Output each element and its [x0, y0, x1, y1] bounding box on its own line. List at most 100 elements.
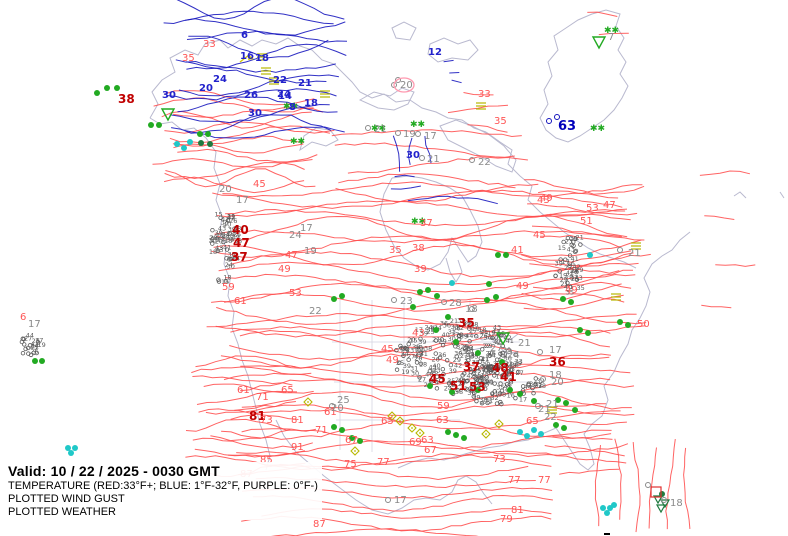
station-circle	[441, 371, 446, 377]
rain-dot-icon	[577, 327, 583, 333]
station-number: 43	[508, 362, 516, 370]
contour-label: 49	[386, 355, 399, 366]
station-circle	[484, 375, 489, 380]
station-circle	[28, 352, 34, 358]
isotherm-line	[196, 390, 298, 405]
isotherm-line	[334, 142, 515, 158]
station-number: 26	[488, 349, 496, 357]
station-circle	[553, 273, 558, 278]
isotherm-line	[194, 448, 305, 458]
station-number: 15	[214, 211, 222, 219]
contour-label: 51	[580, 216, 593, 227]
station-number: 26	[229, 217, 237, 225]
dark-rain-dot-icon	[198, 140, 204, 146]
station-circle-icon	[395, 130, 401, 136]
isotherm-line	[240, 364, 631, 377]
isotherm-line	[424, 136, 432, 164]
rain-dot-icon	[503, 252, 509, 258]
station-number: 38	[479, 396, 487, 404]
rain-dot-icon	[445, 429, 451, 435]
isotherm-line	[186, 30, 348, 43]
station-circle	[428, 378, 434, 383]
isotherm-line	[390, 185, 421, 190]
isotherm-line	[556, 418, 627, 426]
tick-mark	[604, 533, 610, 535]
station-circle	[475, 365, 480, 371]
station-circle	[533, 382, 538, 387]
station-number: 20	[209, 237, 217, 245]
station-circle	[530, 385, 535, 391]
station-circle	[492, 389, 497, 394]
station-circle	[444, 358, 450, 363]
isotherm-line	[347, 156, 528, 174]
rain-dot-icon	[357, 438, 363, 444]
station-number: 31	[232, 229, 240, 237]
contour-label: 18	[304, 98, 318, 109]
station-number: 18	[478, 326, 486, 334]
shower-dot-icon	[538, 431, 544, 437]
station-number: 29	[575, 266, 583, 274]
station-number: 20	[407, 336, 415, 344]
contour-label: 7	[608, 32, 614, 43]
contour-label: 35	[389, 245, 402, 256]
isotherm-line	[594, 445, 601, 527]
station-circle	[455, 388, 460, 393]
station-number: 36	[463, 319, 471, 327]
contour-label: 17	[300, 223, 313, 234]
station-circle	[533, 376, 538, 381]
station-circle	[506, 372, 511, 377]
snow-asterisk-icon: ✱✱	[590, 124, 605, 134]
isotherm-line	[523, 294, 624, 311]
station-circle	[520, 384, 526, 389]
station-circle	[459, 332, 464, 337]
station-number: 42	[573, 263, 581, 271]
station-number: 40	[228, 255, 236, 263]
station-circle	[495, 370, 500, 375]
station-number: 26	[30, 348, 38, 356]
isotherm-line	[632, 442, 641, 533]
rain-dot-icon	[331, 296, 337, 302]
isotherm-line	[225, 208, 626, 227]
isotherm-contours	[152, 0, 756, 536]
station-circle	[516, 369, 521, 375]
station-number: 24	[217, 233, 225, 241]
contour-label: 18	[255, 53, 269, 64]
contour-label: 43	[412, 328, 425, 339]
station-number: 39	[449, 367, 457, 375]
station-circle	[433, 351, 438, 356]
station-circle	[499, 388, 505, 393]
contour-label: 45	[533, 230, 546, 241]
isotherm-line	[443, 59, 454, 63]
station-circle	[561, 239, 566, 245]
station-number: 25	[458, 347, 466, 355]
isotherm-line	[198, 408, 299, 420]
station-number: 16	[506, 370, 514, 378]
contour-label: 87	[313, 519, 326, 530]
station-number: 38	[470, 321, 478, 329]
station-number: 35	[494, 338, 502, 346]
station-circle	[224, 247, 230, 252]
isotherm-line	[164, 162, 305, 180]
small-shower-triangle-icon	[659, 499, 671, 509]
station-number: 16	[507, 392, 515, 400]
contour-label: 18	[465, 304, 478, 315]
station-circle	[434, 374, 440, 379]
isotherm-line	[211, 235, 642, 258]
station-number: 32	[490, 394, 498, 402]
contour-label: 24	[213, 74, 227, 85]
station-number: 16	[500, 373, 508, 381]
isotherm-line	[216, 297, 647, 325]
contour-label: 71	[256, 392, 269, 403]
contour-label: 65	[526, 416, 539, 427]
station-number: 29	[514, 359, 522, 367]
contour-label: 47	[285, 250, 298, 261]
station-number: 21	[477, 368, 485, 376]
isotherm-line	[220, 353, 611, 369]
contour-label: 73	[260, 415, 273, 426]
isotherm-line	[531, 225, 623, 238]
contour-label: 45	[429, 372, 446, 386]
rain-dot-icon	[585, 330, 591, 336]
contour-label: 33	[203, 39, 216, 50]
contour-label: 17	[28, 319, 41, 330]
isotherm-line	[544, 445, 625, 457]
